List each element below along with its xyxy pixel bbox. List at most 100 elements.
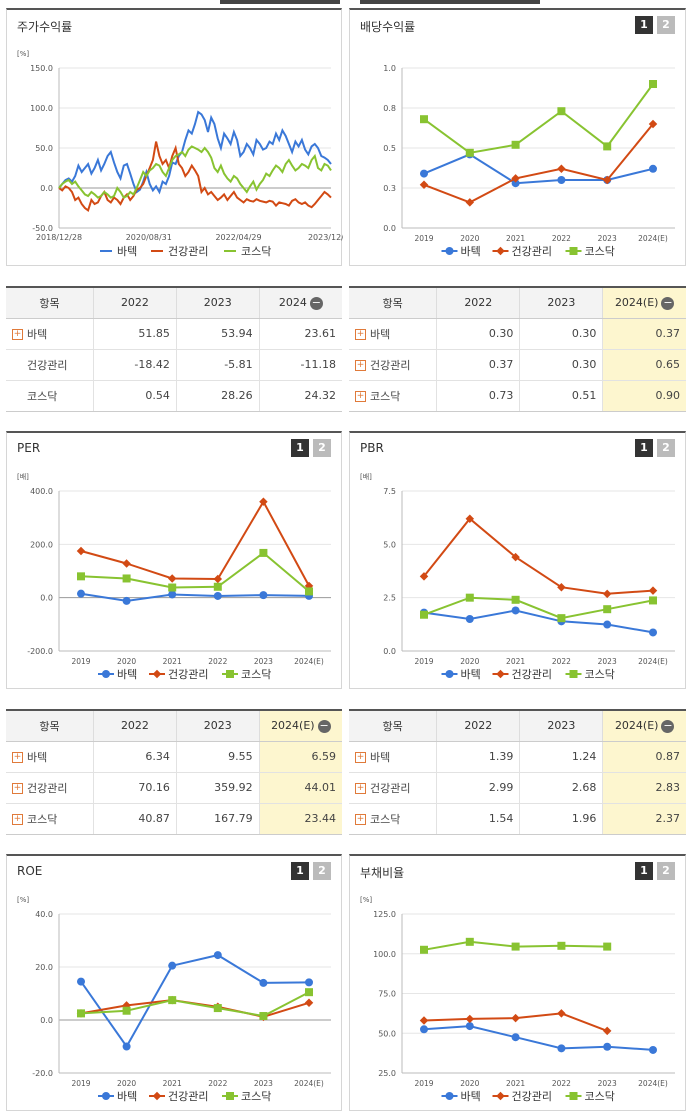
table-cell: 0.90 (602, 379, 686, 411)
table-header: 2022 (436, 288, 520, 319)
table-header: 항목 (349, 711, 437, 742)
y-tick-label: 0.0 (40, 594, 53, 603)
table-row: 코스닥 0.54 28.26 24.32 (6, 379, 342, 411)
expand-icon[interactable]: + (355, 391, 366, 403)
y-tick-label: 0.5 (383, 144, 396, 153)
table-cell: 2.68 (519, 771, 603, 803)
expand-icon[interactable]: + (12, 329, 23, 340)
row-label[interactable]: 건강관리 (6, 348, 94, 380)
data-point (465, 615, 474, 623)
legend-label: 바텍 (117, 245, 137, 258)
table-cell: 23.44 (258, 802, 342, 834)
row-label[interactable]: + 건강관리 (349, 348, 437, 380)
data-point (603, 942, 612, 951)
data-point (420, 169, 428, 178)
page-1-button[interactable]: 1 (635, 439, 653, 457)
data-point (122, 1006, 131, 1015)
legend-marker (445, 1092, 454, 1100)
page-2-button[interactable]: 2 (657, 16, 675, 34)
collapse-icon[interactable]: − (661, 718, 675, 733)
x-tick-label: 2019 (71, 1079, 90, 1088)
y-tick-label: -200.0 (27, 647, 53, 656)
unit-label: [%] (17, 50, 29, 58)
legend-label: 건강관리 (512, 1090, 552, 1103)
collapse-icon[interactable]: − (309, 295, 323, 310)
row-label[interactable]: + 바텍 (6, 317, 94, 349)
y-tick-label: -50.0 (32, 224, 53, 233)
page-2-button[interactable]: 2 (657, 862, 675, 880)
legend-label: 코스닥 (241, 668, 271, 681)
table-row: + 코스닥 40.87 167.79 23.44 (6, 802, 342, 834)
page-1-button[interactable]: 1 (635, 16, 653, 34)
data-point (259, 1012, 268, 1021)
data-point (77, 1009, 85, 1018)
series-line-1 (80, 954, 310, 1049)
legend-marker (496, 1091, 505, 1101)
table-cell: 1.96 (519, 802, 603, 834)
page-2-button[interactable]: 2 (657, 439, 675, 457)
data-point (649, 596, 657, 605)
data-point (511, 174, 520, 183)
legend-label: 건강관리 (168, 245, 208, 258)
page-1-button[interactable]: 1 (291, 439, 309, 457)
data-point (420, 610, 428, 619)
row-label[interactable]: + 코스닥 (6, 802, 94, 834)
page-2-button[interactable]: 2 (313, 439, 331, 457)
series-line-2 (80, 999, 310, 1018)
y-tick-label: 75.0 (378, 990, 396, 999)
y-tick-label: 400.0 (30, 487, 53, 496)
expand-icon[interactable]: + (12, 814, 23, 826)
x-tick-label: 2020 (117, 657, 136, 666)
row-label[interactable]: + 코스닥 (349, 379, 437, 411)
series-line-3 (423, 83, 654, 154)
page-2-button[interactable]: 2 (313, 862, 331, 880)
legend-label: 코스닥 (585, 668, 615, 681)
x-tick-label: 2022 (552, 234, 571, 243)
page-1-button[interactable]: 1 (635, 862, 653, 880)
unit-label: [배] (360, 472, 372, 481)
expand-icon[interactable]: + (355, 783, 366, 794)
table-cell: 359.92 (175, 771, 260, 803)
collapse-icon[interactable]: − (317, 718, 331, 733)
table-cell: 53.94 (175, 317, 260, 349)
expand-icon[interactable]: + (355, 814, 366, 826)
data-point (511, 1013, 520, 1023)
x-tick-label: 2021 (506, 1079, 525, 1088)
row-label[interactable]: 코스닥 (6, 379, 94, 411)
legend-label: 건강관리 (168, 1090, 208, 1103)
row-label[interactable]: + 건강관리 (349, 771, 437, 803)
unit-label: [%] (360, 896, 372, 904)
collapse-icon[interactable]: − (661, 295, 675, 310)
page-1-button[interactable]: 1 (291, 862, 309, 880)
x-tick-label: 2019 (414, 234, 433, 243)
row-label[interactable]: + 건강관리 (6, 771, 94, 803)
row-label[interactable]: + 코스닥 (349, 802, 437, 834)
legend-marker (445, 247, 454, 255)
expand-icon[interactable]: + (12, 752, 23, 763)
row-label[interactable]: + 바텍 (6, 740, 94, 772)
row-label[interactable]: + 바텍 (349, 317, 437, 349)
x-tick-label: 2021 (163, 1079, 182, 1088)
table-cell: -5.81 (175, 348, 260, 380)
table-cell: 0.73 (436, 379, 520, 411)
table-header: 2023 (175, 288, 260, 319)
table-header: 2022 (93, 288, 177, 319)
x-tick-label: 2023 (598, 234, 617, 243)
legend-marker (152, 669, 162, 679)
table-row: + 건강관리 0.37 0.30 0.65 (349, 348, 686, 380)
expand-icon[interactable]: + (355, 329, 366, 340)
expand-icon[interactable]: + (355, 360, 366, 371)
x-tick-label: 2018/12/28 (36, 233, 82, 242)
x-tick-label: 2021 (506, 234, 525, 243)
data-point (602, 589, 612, 599)
table-header: 2023 (519, 711, 603, 742)
panel-title: ROE (17, 864, 43, 878)
expand-icon[interactable]: + (12, 783, 23, 794)
expand-icon[interactable]: + (355, 752, 366, 763)
row-label[interactable]: + 바텍 (349, 740, 437, 772)
x-tick-label: 2023 (598, 657, 617, 666)
table-cell: 0.30 (519, 348, 603, 380)
y-tick-label: 20.0 (35, 963, 53, 972)
data-point (649, 1045, 657, 1054)
